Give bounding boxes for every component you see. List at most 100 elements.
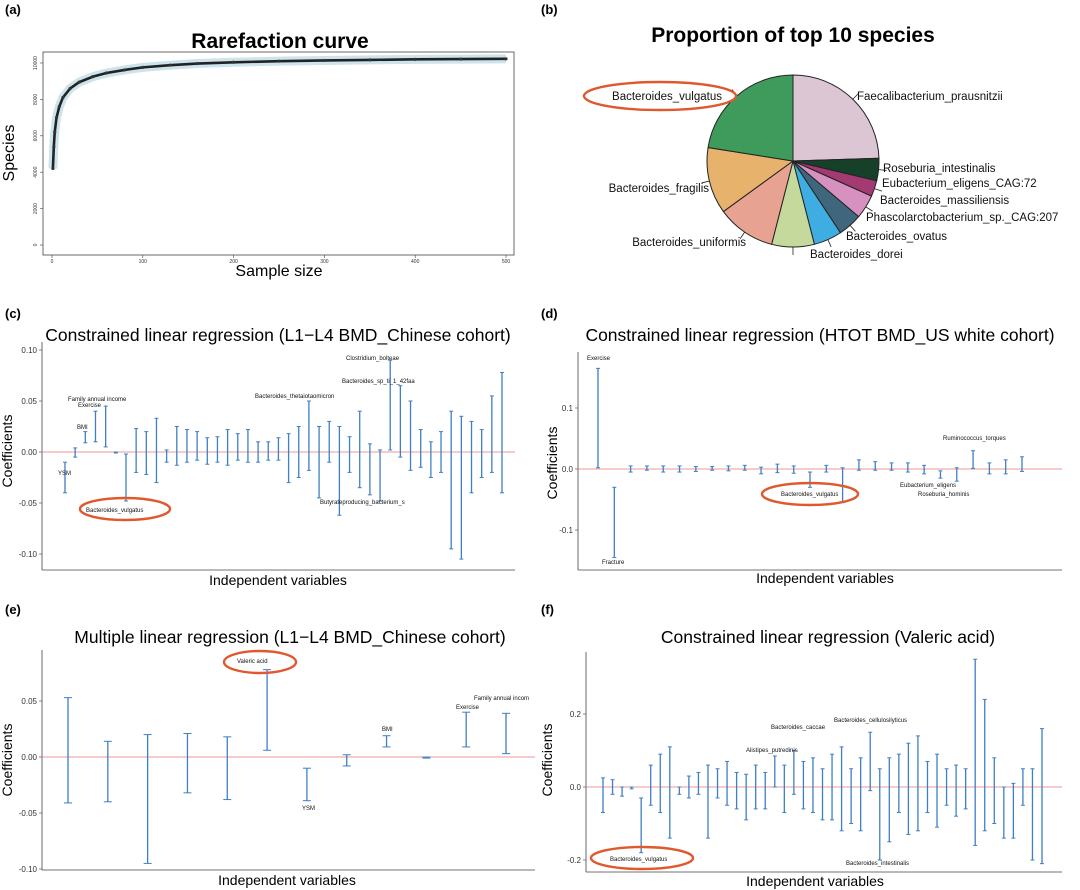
pie-label: Phascolarctobacterium_sp._CAG:207 <box>866 212 1058 224</box>
y-tick-label: 8000 <box>33 94 39 105</box>
data-point <box>53 130 57 134</box>
chart-title: Constrained linear regression (Valeric a… <box>661 627 995 647</box>
y-tick-label: 0.1 <box>562 404 574 413</box>
x-tick-label: 300 <box>320 259 329 265</box>
data-point <box>277 59 281 63</box>
y-tick-label: 6000 <box>33 130 39 141</box>
data-point <box>77 80 81 84</box>
data-point <box>57 105 61 109</box>
y-tick-label: -0.2 <box>567 856 581 865</box>
chart-title: Constrained linear regression (HTOT BMD_… <box>585 325 1054 346</box>
pie-label: Roseburia_intestinalis <box>883 163 996 175</box>
y-axis-label: Coefficients <box>539 724 555 797</box>
x-axis-label: Independent variables <box>746 873 884 889</box>
pie-label: Bacteroides_massiliensis <box>880 195 1009 207</box>
chart-title: Multiple linear regression (L1−L4 BMD_Ch… <box>74 627 505 648</box>
annotation-label: Exercise <box>456 705 480 711</box>
annotation-label: Bacteroides_sp_ti_1_42faa <box>342 379 415 385</box>
chart-c: Constrained linear regression (L1−L4 BMD… <box>0 325 515 588</box>
annotation-label: BMI <box>77 425 88 431</box>
annotation-label: Fracture <box>602 560 625 566</box>
annotation-label: Butyrateproducing_bacterium_s <box>320 500 405 506</box>
data-point <box>368 58 372 62</box>
annotation-label: Eubacterium_eligens <box>900 483 956 489</box>
pie-label: Bacteroides_vulgatus <box>612 91 722 103</box>
data-point <box>123 68 127 72</box>
data-point <box>168 63 172 67</box>
pie-leader <box>739 231 745 239</box>
annotation-label: Clostridium_bolteae <box>346 356 400 362</box>
chart-title: Constrained linear regression (L1−L4 BMD… <box>45 325 510 346</box>
data-point <box>413 57 417 61</box>
x-tick-label: 500 <box>502 259 511 265</box>
x-axis-label: Independent variables <box>756 570 894 586</box>
pie-label: Bacteroides_uniformis <box>632 237 746 249</box>
y-tick-label: 0.05 <box>21 697 37 706</box>
highlight-ellipse <box>78 496 172 522</box>
data-point <box>51 166 55 171</box>
y-tick-label: 2000 <box>33 203 39 214</box>
highlight-ellipse <box>589 845 695 871</box>
annotation-label: YSM <box>58 471 71 477</box>
y-axis-label: Coefficients <box>0 415 15 488</box>
annotation-label: Ruminococcus_torques <box>943 436 1006 442</box>
chart-e: Multiple linear regression (L1−L4 BMD_Ch… <box>0 627 535 888</box>
y-tick-label: -0.1 <box>559 526 573 535</box>
data-point <box>504 57 508 61</box>
pie-leader <box>874 188 883 192</box>
rarefaction-line <box>51 57 507 169</box>
data-point <box>104 71 109 75</box>
y-axis-label: Coefficients <box>0 724 15 797</box>
pie-label: Faecalibacterium_prausnitzii <box>857 91 1003 103</box>
highlight-ellipse <box>582 80 738 112</box>
annotation-label: Bacteroides_vulgatus <box>610 857 667 863</box>
y-tick-label: -0.05 <box>19 499 38 508</box>
data-point <box>61 95 65 100</box>
chart-b: Proportion of top 10 species Faecalibacte… <box>582 24 1058 261</box>
pie-leader <box>852 93 859 100</box>
y-tick-label: 0 <box>33 243 39 246</box>
annotation-label: BMI <box>382 727 393 733</box>
y-tick-label: -0.10 <box>19 865 38 874</box>
pie-leader <box>849 225 856 232</box>
y-tick-label: 4000 <box>33 166 39 177</box>
panel-label: (c) <box>5 306 21 321</box>
annotation-label: Bacteroides_caccae <box>771 725 826 731</box>
chart-f: Constrained linear regression (Valeric a… <box>539 627 1062 889</box>
annotation-label: Exercise <box>78 403 102 409</box>
pie-label: Bacteroides_fragilis <box>609 183 710 195</box>
annotation-label: Bacteroides_vulgatus <box>86 508 143 514</box>
y-tick-label: 0.2 <box>570 710 582 719</box>
annotation-label: Bacteroides_vulgatus <box>781 492 838 498</box>
annotation-label: Bacteroides_cellulosilyticus <box>834 718 907 724</box>
highlight-ellipse <box>760 481 860 507</box>
chart-title: Rarefaction curve <box>191 30 368 53</box>
panel-label: (d) <box>541 306 558 321</box>
rarefaction-band <box>48 54 507 169</box>
panel-label: (b) <box>541 2 558 17</box>
pie-leader <box>878 169 887 171</box>
chart-d: Constrained linear regression (HTOT BMD_… <box>544 325 1062 586</box>
annotation-label: Bacteroides_intestinalis <box>846 861 909 867</box>
x-tick-label: 200 <box>229 259 238 265</box>
y-tick-label: 0.0 <box>562 465 574 474</box>
data-point <box>54 116 59 120</box>
y-tick-label: -0.10 <box>19 550 38 559</box>
data-point <box>322 58 326 63</box>
pie-label: Eubacterium_eligens_CAG:72 <box>882 178 1037 190</box>
pie-leader <box>701 180 710 184</box>
y-axis-label: Coefficients <box>544 427 560 500</box>
annotation-label: Family annual income <box>68 397 127 403</box>
annotation-label: Alistipes_putredinis <box>746 748 798 754</box>
y-tick-label: 0.00 <box>21 753 37 762</box>
y-tick-label: 0.05 <box>21 397 37 406</box>
pie-leader <box>865 206 873 212</box>
chart-title: Proportion of top 10 species <box>651 24 935 47</box>
y-axis-label: Species <box>1 125 18 182</box>
pie-label: Bacteroides_ovatus <box>846 231 947 243</box>
data-point <box>141 65 145 69</box>
y-tick-label: -0.05 <box>19 809 38 818</box>
x-axis-label: Independent variables <box>209 572 347 588</box>
pie-leader <box>827 239 832 248</box>
pie-slice <box>792 74 880 162</box>
